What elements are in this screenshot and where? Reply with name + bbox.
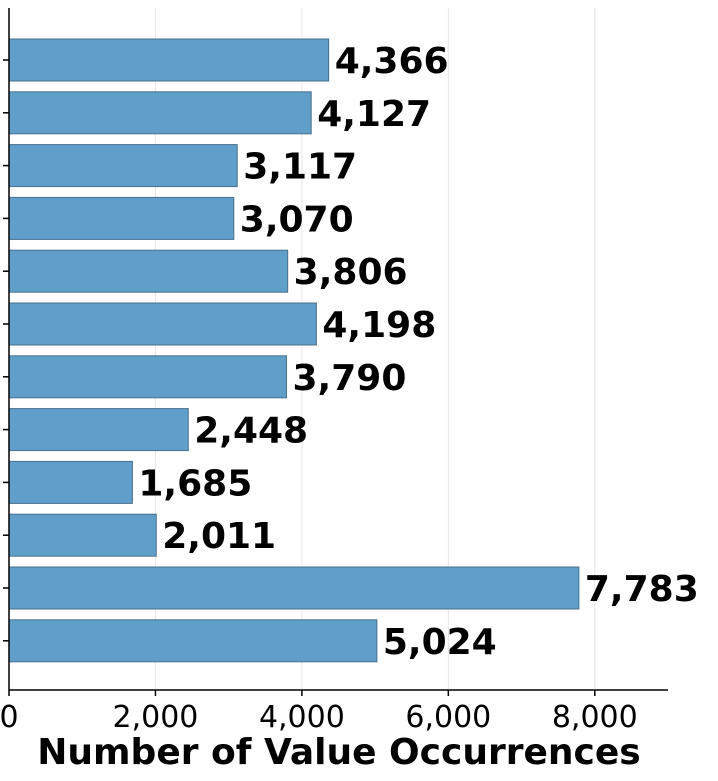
value-label: 2,011: [162, 516, 276, 557]
value-label: 5,024: [383, 622, 497, 663]
bar: [8, 144, 238, 188]
bar: [8, 196, 235, 240]
x-axis-title: Number of Value Occurrences: [37, 732, 640, 773]
x-tick-label: 8,000: [552, 700, 638, 735]
bar: [8, 619, 378, 663]
value-label: 2,448: [194, 411, 308, 452]
bar: [8, 302, 317, 346]
bar: [8, 91, 312, 135]
bar: [8, 513, 157, 557]
value-label: 4,127: [317, 94, 431, 135]
axes: [3, 8, 668, 691]
value-label: 3,117: [243, 147, 357, 188]
bar: [8, 408, 189, 452]
bar: [8, 249, 289, 293]
value-label: 7,783: [585, 569, 699, 610]
value-labels: 4,366 4,127 3,117 3,070 3,806 4,198 3,790 2,448…: [138, 41, 698, 663]
bar: [8, 38, 330, 82]
x-tick-labels: 0 2,000 4,000 6,000 8,000: [0, 690, 638, 735]
bar: [8, 460, 133, 504]
value-label: 3,790: [293, 358, 407, 399]
bar: [8, 355, 288, 399]
bar: [8, 566, 580, 610]
x-tick-label: 2,000: [112, 700, 198, 735]
value-label: 1,685: [138, 463, 252, 504]
value-label: 4,198: [322, 305, 436, 346]
value-label: 3,070: [240, 199, 354, 240]
x-tick-label: 0: [0, 700, 19, 735]
bars: [8, 38, 580, 663]
x-tick-label: 4,000: [259, 700, 345, 735]
value-label: 4,366: [335, 41, 449, 82]
x-tick-label: 6,000: [405, 700, 491, 735]
value-label: 3,806: [294, 252, 408, 293]
